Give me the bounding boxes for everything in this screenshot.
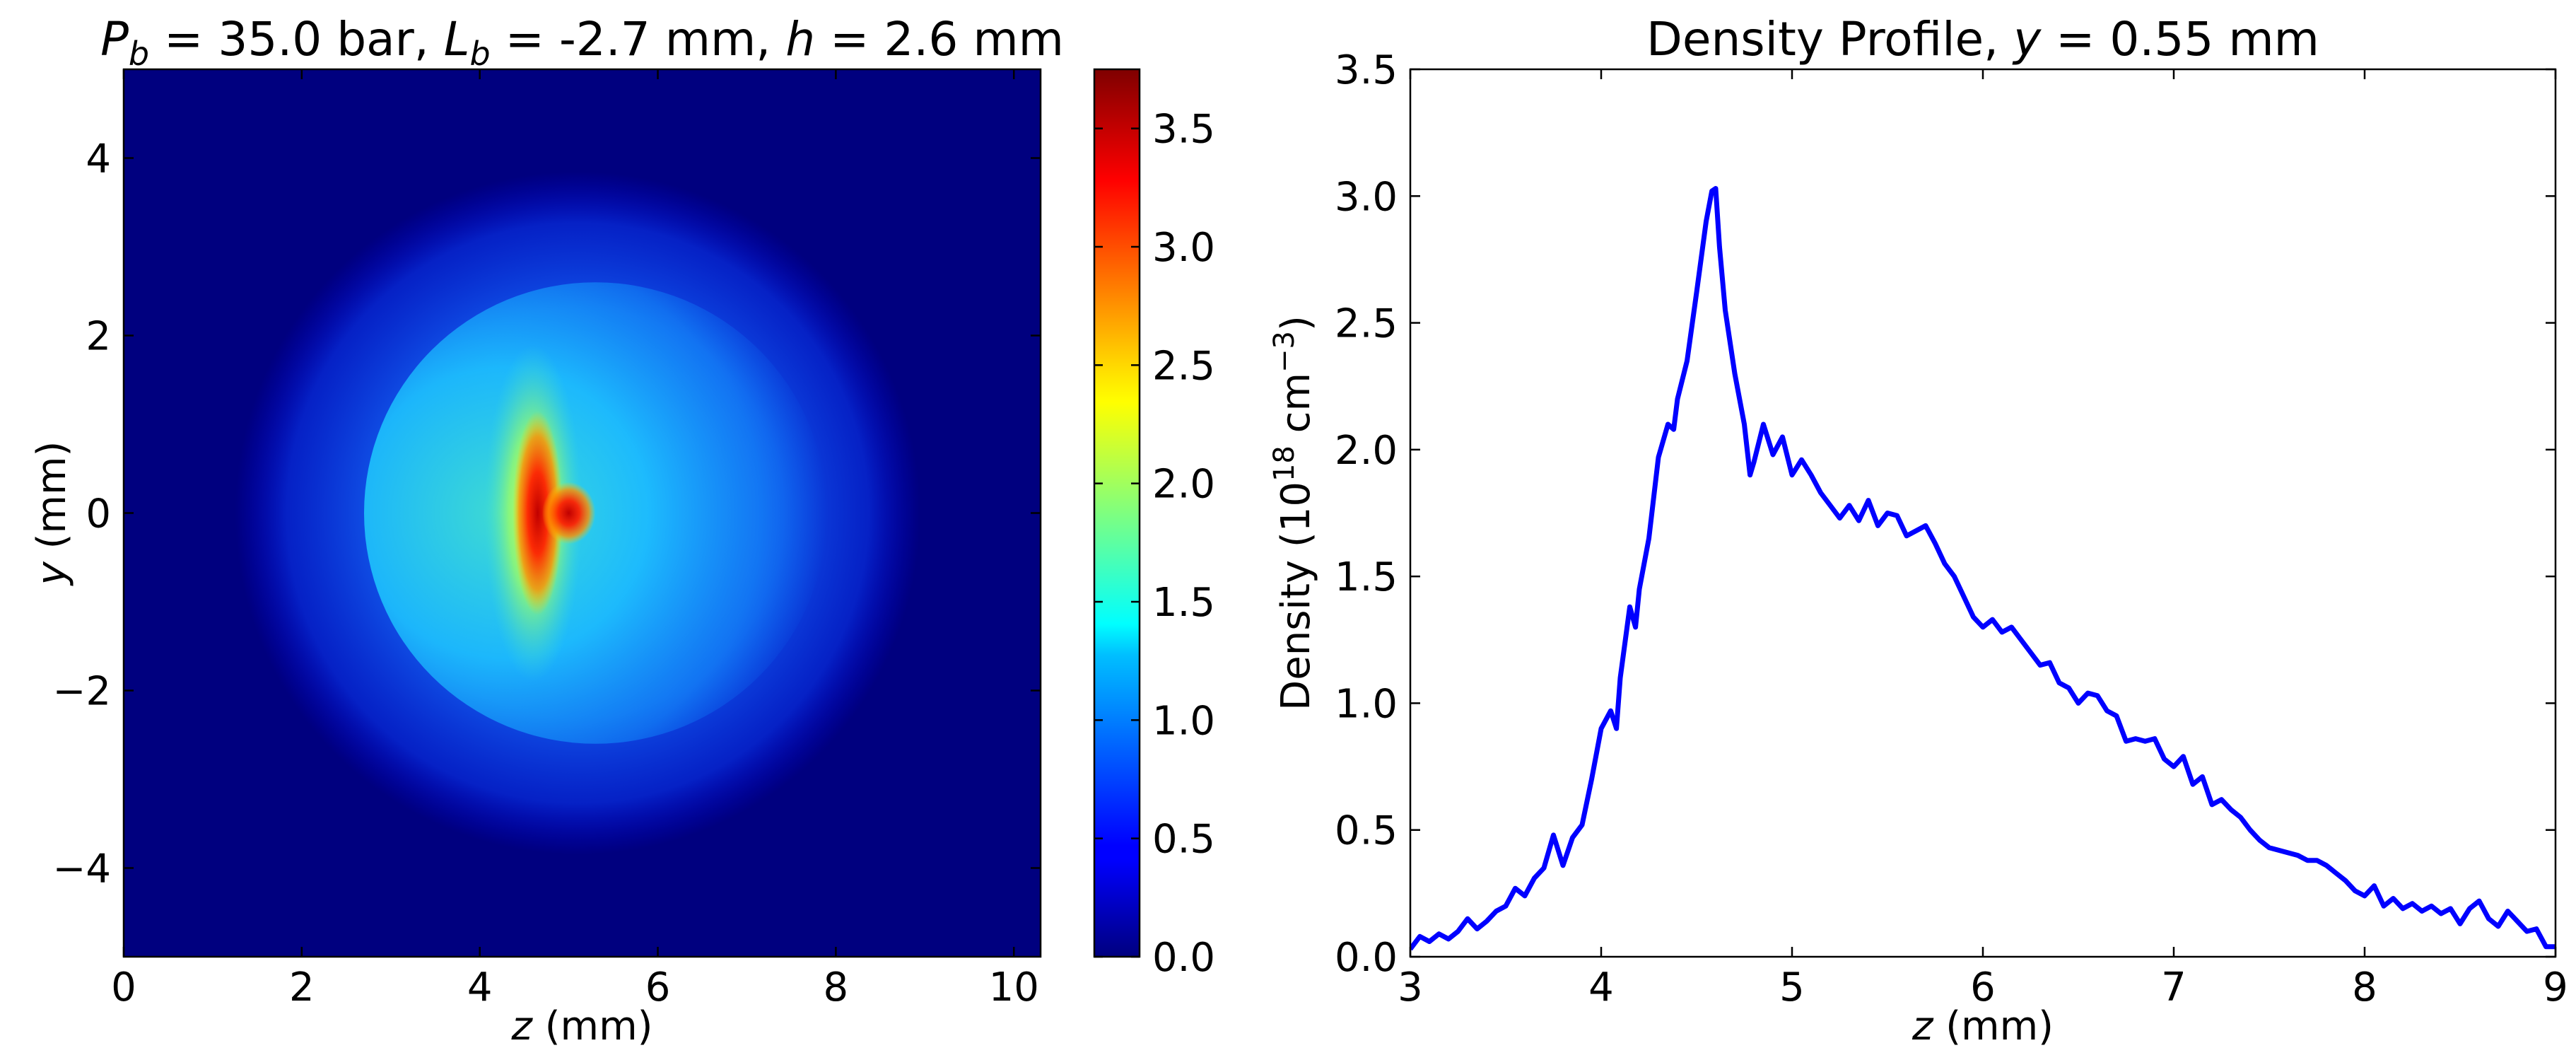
- density-profile-title: Density Profile, y = 0.55 mm: [1646, 12, 2319, 66]
- density-profile-y-axis-unit-exponent: −3: [1268, 331, 1301, 373]
- heatmap-peak-hotspot-secondary: [541, 482, 596, 544]
- density-profile-title-prefix: Density Profile,: [1646, 12, 2013, 66]
- heatmap-y-ticks: −4 −2 0 2 4: [52, 136, 1041, 892]
- heatmap-x-tick-label: 0: [111, 965, 136, 1011]
- heatmap-title-part: =: [149, 12, 218, 66]
- heatmap-title-part: -2.7 mm,: [559, 12, 785, 66]
- colorbar-tick-label: 0.5: [1152, 817, 1215, 863]
- colorbar-tick-label: 3.5: [1152, 107, 1215, 153]
- heatmap-title: Pb = 35.0 bar, Lb = -2.7 mm, h = 2.6 mm: [100, 12, 1064, 73]
- density-profile-x-tick-label: 3: [1398, 965, 1423, 1011]
- heatmap-image: [124, 69, 1041, 957]
- density-profile-x-tick-label: 5: [1779, 965, 1805, 1011]
- colorbar-tick-label: 2.0: [1152, 462, 1215, 508]
- heatmap-y-tick-label: 0: [86, 491, 111, 537]
- density-profile-y-axis-close: ): [1273, 315, 1319, 331]
- density-profile-y-tick-label: 0.5: [1335, 808, 1398, 854]
- heatmap-x-tick-label: 8: [824, 965, 849, 1011]
- density-profile-plot-area: [1410, 69, 2555, 957]
- heatmap-y-tick-label: 2: [86, 314, 111, 360]
- density-profile-x-tick-label: 7: [2161, 965, 2186, 1011]
- density-profile-y-ticks: 0.0 0.5 1.0 1.5 2.0 2.5 3.0 3.5: [1335, 47, 2555, 981]
- density-profile-x-axis-unit: (mm): [1933, 1003, 2054, 1049]
- colorbar-tick-label: 2.5: [1152, 343, 1215, 389]
- heatmap-x-ticks: 0 2 4 6 8 10: [111, 69, 1039, 1011]
- heatmap-title-part: L: [444, 12, 470, 66]
- heatmap-x-tick-label: 6: [645, 965, 671, 1011]
- density-profile-y-tick-label: 1.5: [1335, 554, 1398, 600]
- heatmap-y-axis-var: y: [29, 561, 75, 586]
- heatmap-title-part: b: [129, 35, 149, 73]
- colorbar-frame: [1093, 68, 1141, 958]
- density-profile-y-tick-label: 1.0: [1335, 681, 1398, 727]
- density-profile-x-axis-label: z (mm): [1911, 1003, 2054, 1049]
- heatmap-title-part: P: [100, 12, 129, 66]
- colorbar: 0.0 0.5 1.0 1.5 2.0 2.5 3.0 3.5: [1093, 68, 1215, 981]
- density-profile-title-suffix: = 0.55 mm: [2041, 12, 2319, 66]
- heatmap-title-part: =: [491, 12, 559, 66]
- density-profile-x-tick-label: 4: [1588, 965, 1614, 1011]
- heatmap-x-axis-var: z: [510, 1003, 533, 1049]
- density-profile-chart: Density Profile, y = 0.55 mm 3 4 5 6 7 8 9 0.0…: [1268, 12, 2568, 1049]
- heatmap-title-part: 2.6 mm: [884, 12, 1064, 66]
- density-profile-y-tick-label: 3.0: [1335, 174, 1398, 220]
- heatmap-x-tick-label: 2: [289, 965, 315, 1011]
- density-profile-y-tick-label: 0.0: [1335, 935, 1398, 981]
- density-profile-y-axis-label: Density (1018 cm−3): [1268, 315, 1319, 711]
- colorbar-tick-label: 1.0: [1152, 698, 1215, 744]
- heatmap-x-axis-label: z (mm): [510, 1003, 652, 1049]
- density-profile-y-tick-label: 3.5: [1335, 47, 1398, 93]
- heatmap-y-axis-label: y (mm): [29, 441, 75, 587]
- heatmap-title-part: h: [785, 12, 815, 66]
- density-profile-title-var: y: [2012, 12, 2042, 66]
- heatmap-title-part: =: [815, 12, 884, 66]
- density-profile-x-tick-label: 9: [2543, 965, 2568, 1011]
- heatmap-x-tick-label: 4: [467, 965, 493, 1011]
- colorbar-tick-label: 0.0: [1152, 935, 1215, 981]
- colorbar-ticks: 0.0 0.5 1.0 1.5 2.0 2.5 3.0 3.5: [1094, 107, 1215, 981]
- colorbar-tick-label: 3.0: [1152, 225, 1215, 271]
- heatmap-y-tick-label: −2: [52, 669, 111, 715]
- density-profile-y-axis-text: Density (10: [1273, 482, 1319, 711]
- heatmap-y-tick-label: 4: [86, 136, 111, 182]
- heatmap-y-axis-unit: (mm): [29, 441, 75, 562]
- density-profile-x-ticks: 3 4 5 6 7 8 9: [1398, 69, 2568, 1011]
- colorbar-tick-label: 1.5: [1152, 580, 1215, 626]
- heatmap-y-tick-label: −4: [52, 846, 111, 892]
- density-profile-x-tick-label: 8: [2352, 965, 2377, 1011]
- density-profile-y-axis-exponent: 18: [1268, 445, 1301, 482]
- density-profile-line: [1410, 186, 2555, 951]
- colorbar-gradient: [1094, 69, 1140, 957]
- density-profile-y-axis-unit: cm: [1273, 373, 1319, 445]
- heatmap-peak-hotspot: [513, 411, 563, 615]
- density-profile-x-tick-label: 6: [1970, 965, 1996, 1011]
- density-profile-x-axis-var: z: [1911, 1003, 1934, 1049]
- heatmap-title-part: b: [470, 35, 491, 73]
- density-profile-y-tick-label: 2.5: [1335, 301, 1398, 347]
- heatmap-x-axis-unit: (mm): [532, 1003, 653, 1049]
- heatmap-chart: Pb = 35.0 bar, Lb = -2.7 mm, h = 2.6 mm …: [29, 12, 1215, 1049]
- density-profile-y-tick-label: 2.0: [1335, 428, 1398, 474]
- heatmap-x-tick-label: 10: [989, 965, 1039, 1011]
- heatmap-title-part: 35.0 bar,: [218, 12, 443, 66]
